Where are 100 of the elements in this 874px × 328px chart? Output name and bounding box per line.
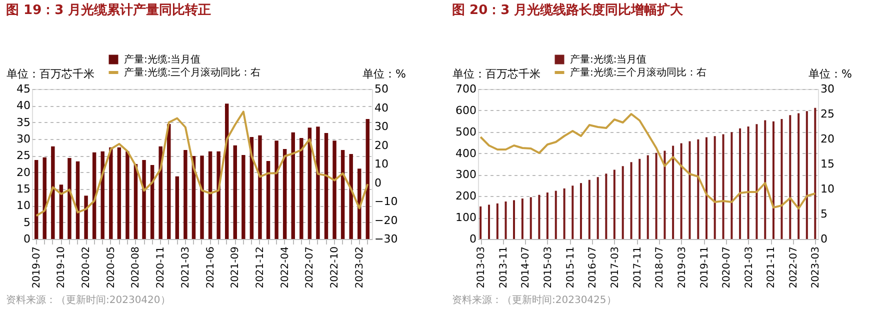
legend-label: 产量:光缆:当月值 (124, 54, 201, 66)
y2-axis-title: 单位：% (362, 68, 406, 80)
bar (266, 161, 270, 239)
bar (68, 158, 72, 239)
y-tick-label: 300 (456, 168, 476, 182)
bar (274, 140, 278, 239)
bar (772, 121, 774, 239)
bar (488, 204, 490, 239)
bar (216, 151, 220, 239)
bar (814, 108, 816, 239)
bar (349, 154, 353, 239)
x-tick-label: 2021-06 (205, 246, 216, 288)
y-tick-label: 0 (470, 232, 476, 246)
y2-tick-label: 25 (820, 108, 834, 120)
bar (789, 115, 792, 239)
bar (282, 149, 287, 239)
x-tick-label: 2022-07 (788, 246, 800, 288)
x-tick-label: 2018-07 (654, 246, 666, 288)
x-tick-label: 2016-07 (588, 246, 599, 288)
y-tick-label: 40 (16, 99, 30, 112)
x-tick-label: 2022-10 (330, 246, 341, 288)
bar (480, 206, 482, 239)
bar (780, 119, 783, 239)
bar (200, 156, 204, 239)
legend-label: 产量:光缆:三个月滚动同比：右 (124, 66, 261, 78)
x-tick-label: 2020-02 (81, 246, 92, 288)
bar (184, 150, 188, 239)
x-tick-label: 2022-07 (304, 246, 316, 288)
y-tick-label: 30 (16, 132, 30, 146)
bar (580, 183, 582, 239)
y2-tick-label: −20 (374, 214, 398, 227)
x-tick-label: 2017-11 (632, 246, 644, 288)
x-tick-label: 2019-11 (699, 246, 710, 288)
bar (504, 202, 507, 239)
chart-title: 图 19：3 月光缆累计产量同比转正 (6, 2, 212, 18)
bar (34, 160, 38, 239)
bar (630, 162, 632, 239)
x-tick-label: 2020-07 (722, 246, 733, 288)
text: 资料来源：（更新时间:20230420） (6, 294, 170, 306)
bar (291, 132, 295, 239)
y-tick-label: 200 (456, 190, 476, 203)
bar (142, 160, 146, 239)
y2-tick-label: 30 (374, 120, 388, 133)
bar (167, 124, 171, 239)
bar (175, 176, 180, 239)
x-tick-label: 2019-07 (31, 246, 42, 288)
y-axis-title: 单位：百万芯千米 (452, 68, 540, 80)
y-tick-label: 700 (456, 82, 476, 96)
bar (722, 134, 724, 239)
bar (730, 132, 733, 239)
y-axis-title: 单位：百万芯千米 (6, 68, 94, 80)
bar (59, 184, 64, 239)
bar (680, 143, 682, 239)
y2-tick-label: 40 (374, 101, 388, 114)
bar (51, 146, 55, 239)
y-tick-label: 0 (24, 232, 30, 246)
bar (530, 197, 532, 239)
bar (664, 150, 666, 239)
y-tick-label: 35 (16, 116, 30, 129)
y-tick-label: 10 (16, 199, 30, 212)
bar (697, 139, 700, 239)
chart-title: 图 20：3 月光缆线路长度同比增幅扩大 (452, 2, 684, 18)
bar (714, 136, 716, 239)
bar (747, 126, 750, 239)
bar (764, 120, 766, 239)
bar (109, 147, 113, 239)
x-tick-label: 2021-09 (230, 246, 242, 288)
bar (258, 135, 262, 239)
x-tick-label: 2023-02 (354, 246, 366, 288)
x-tick-label: 2017-03 (610, 246, 621, 288)
x-tick-label: 2020-08 (130, 246, 142, 288)
x-tick-label: 2021-12 (254, 246, 266, 288)
y2-tick-label: 20 (374, 138, 388, 152)
y2-tick-label: 5 (820, 208, 828, 220)
bar (613, 170, 616, 239)
y-tick-label: 100 (456, 211, 476, 224)
bar (150, 165, 154, 239)
x-tick-label: 2015-03 (542, 246, 554, 288)
bar (638, 158, 641, 239)
y2-tick-label: −10 (374, 195, 398, 208)
bar (117, 147, 122, 239)
bar (242, 155, 246, 239)
legend-label: 产量:光缆:当月值 (570, 54, 647, 66)
bar (646, 155, 649, 239)
x-tick-label: 2014-07 (520, 246, 532, 288)
y-tick-label: 45 (16, 82, 30, 96)
x-tick-label: 2019-03 (676, 246, 688, 288)
bar (546, 192, 548, 239)
line-series (480, 113, 816, 210)
y2-tick-label: 15 (820, 158, 834, 170)
x-tick-label: 2023-03 (810, 246, 822, 288)
bar (605, 174, 608, 239)
bar (324, 133, 328, 239)
y-tick-label: 400 (456, 146, 476, 160)
x-tick-label: 2015-11 (565, 246, 576, 288)
bar (563, 188, 566, 239)
bar (588, 180, 590, 239)
bar (332, 140, 336, 239)
y2-tick-label: 50 (374, 82, 388, 96)
y2-tick-label: 30 (820, 82, 834, 96)
